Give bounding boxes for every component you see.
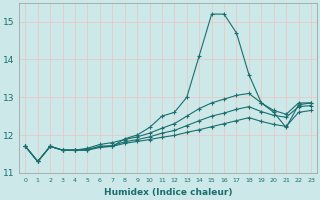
X-axis label: Humidex (Indice chaleur): Humidex (Indice chaleur) (104, 188, 232, 197)
